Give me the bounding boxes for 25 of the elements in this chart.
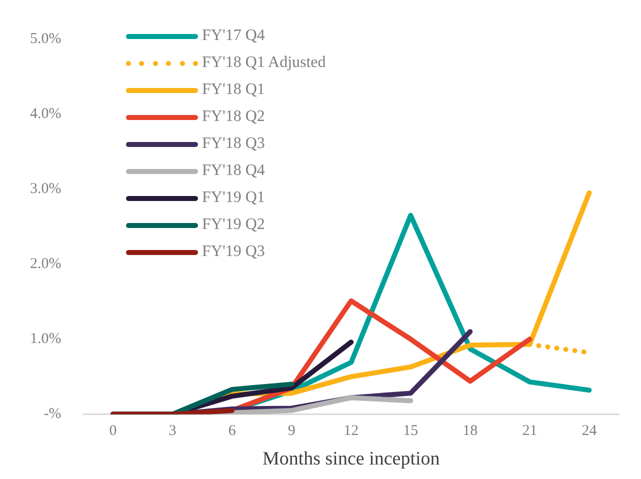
y-tick-label: 1.0% <box>30 331 62 348</box>
x-tick-label: 9 <box>288 423 296 440</box>
legend-label: FY'17 Q4 <box>202 27 265 45</box>
y-tick-label: 5.0% <box>30 30 62 47</box>
x-tick-label: 0 <box>109 423 117 440</box>
y-tick-label: -% <box>44 406 62 422</box>
x-tick-label: 12 <box>344 423 359 440</box>
legend-label: FY'18 Q2 <box>202 108 265 126</box>
legend-label: FY'18 Q3 <box>202 135 265 153</box>
legend-label: FY'18 Q1 <box>202 81 265 99</box>
x-tick-label: 21 <box>522 423 538 440</box>
x-tick-label: 24 <box>582 423 598 440</box>
legend-label: FY'19 Q1 <box>202 189 265 207</box>
y-tick-label: 4.0% <box>30 106 62 122</box>
x-tick-label: 3 <box>168 423 176 440</box>
y-tick-label: 3.0% <box>30 181 62 198</box>
x-tick-label: 6 <box>228 423 236 440</box>
legend-label: FY'19 Q2 <box>202 216 265 234</box>
y-tick-label: 2.0% <box>30 256 62 272</box>
x-tick-label: 15 <box>403 423 418 440</box>
legend-label: FY'18 Q4 <box>202 162 265 180</box>
x-tick-label: 18 <box>462 423 478 440</box>
legend-label: FY'19 Q3 <box>202 243 265 261</box>
legend-label: FY'18 Q1 Adjusted <box>202 54 326 72</box>
x-axis-title: Months since inception <box>262 448 440 470</box>
